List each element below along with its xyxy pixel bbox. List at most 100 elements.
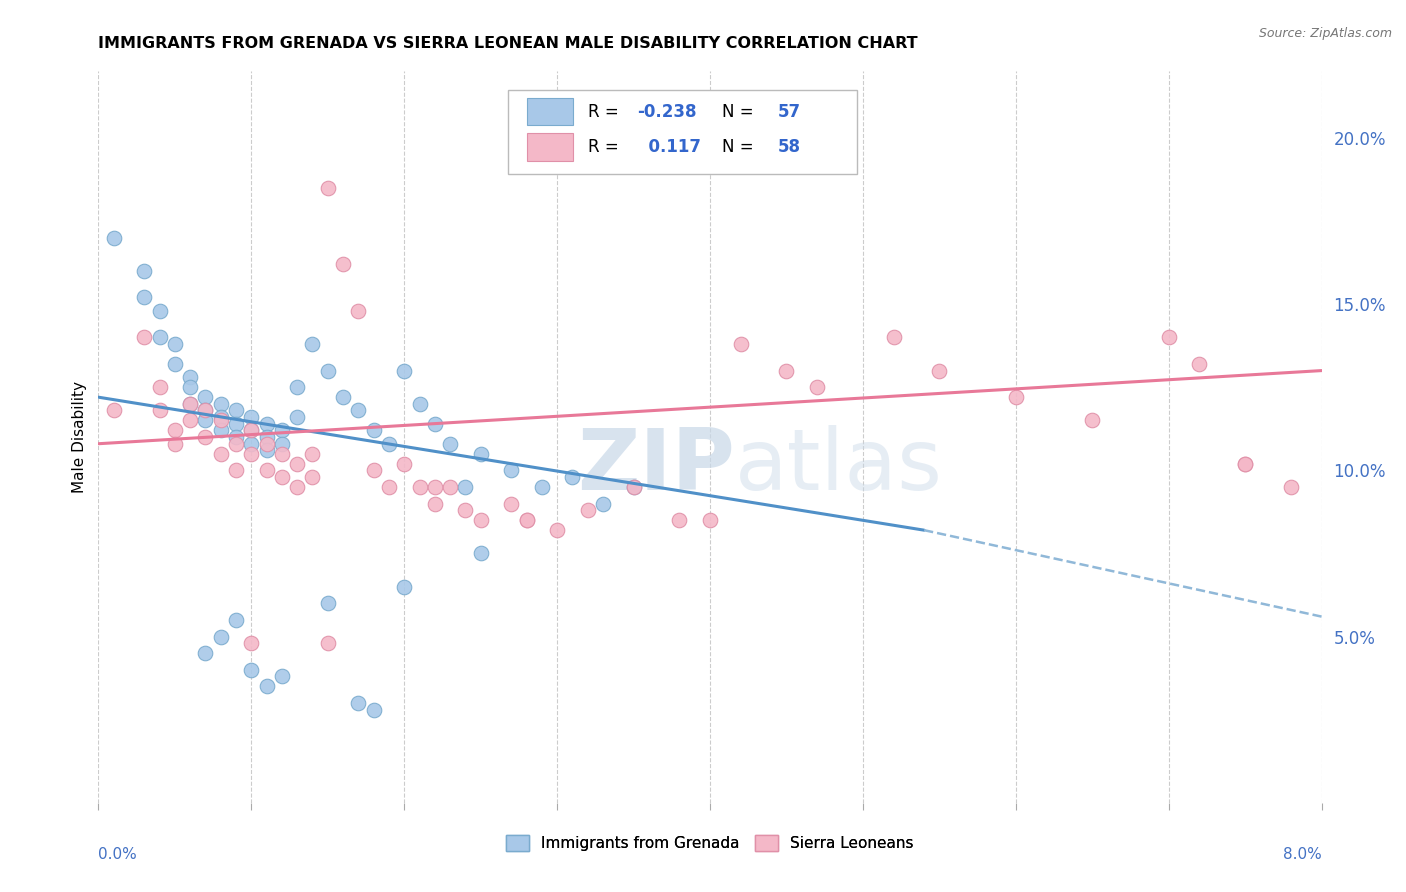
Point bbox=[240, 410, 263, 425]
Point bbox=[423, 480, 446, 494]
Point bbox=[179, 380, 201, 394]
Point bbox=[103, 230, 125, 244]
Text: atlas: atlas bbox=[734, 425, 942, 508]
Point bbox=[134, 290, 156, 304]
Point bbox=[209, 424, 232, 438]
Point bbox=[347, 303, 370, 318]
Text: 8.0%: 8.0% bbox=[1282, 847, 1322, 862]
Point bbox=[668, 513, 690, 527]
Point bbox=[316, 363, 339, 377]
Point bbox=[256, 463, 278, 477]
Point bbox=[347, 696, 370, 710]
Point bbox=[806, 380, 828, 394]
Text: 57: 57 bbox=[778, 103, 800, 120]
Point bbox=[149, 303, 172, 318]
Point bbox=[408, 480, 430, 494]
Point bbox=[179, 397, 201, 411]
Point bbox=[516, 513, 538, 527]
Point bbox=[1004, 390, 1026, 404]
Point bbox=[775, 363, 797, 377]
Point bbox=[240, 424, 263, 438]
Point bbox=[576, 503, 599, 517]
Point bbox=[501, 497, 523, 511]
Point bbox=[256, 436, 278, 450]
Point bbox=[363, 703, 385, 717]
Text: 0.117: 0.117 bbox=[637, 137, 700, 156]
Text: Source: ZipAtlas.com: Source: ZipAtlas.com bbox=[1258, 27, 1392, 40]
Text: 58: 58 bbox=[778, 137, 800, 156]
Text: R =: R = bbox=[588, 137, 624, 156]
Point bbox=[1279, 480, 1302, 494]
Point bbox=[225, 430, 247, 444]
Point bbox=[256, 430, 278, 444]
Point bbox=[225, 436, 247, 450]
Point bbox=[163, 424, 186, 438]
Point bbox=[103, 403, 125, 417]
Point bbox=[256, 680, 278, 694]
Point bbox=[240, 447, 263, 461]
Point bbox=[392, 363, 416, 377]
Point bbox=[163, 337, 186, 351]
Point bbox=[270, 470, 294, 484]
Point bbox=[194, 403, 217, 417]
Text: N =: N = bbox=[723, 137, 759, 156]
Point bbox=[316, 596, 339, 610]
Point bbox=[209, 413, 232, 427]
Point bbox=[378, 436, 401, 450]
Point bbox=[270, 424, 294, 438]
Point bbox=[301, 447, 323, 461]
Point bbox=[179, 370, 201, 384]
Point bbox=[730, 337, 752, 351]
Point bbox=[392, 457, 416, 471]
Point bbox=[179, 413, 201, 427]
Point bbox=[134, 330, 156, 344]
Y-axis label: Male Disability: Male Disability bbox=[72, 381, 87, 493]
Point bbox=[454, 503, 477, 517]
Point bbox=[516, 513, 538, 527]
Point bbox=[149, 330, 172, 344]
Text: N =: N = bbox=[723, 103, 759, 120]
Point bbox=[225, 403, 247, 417]
Point bbox=[378, 480, 401, 494]
Point bbox=[1081, 413, 1104, 427]
Point bbox=[1188, 357, 1211, 371]
Text: -0.238: -0.238 bbox=[637, 103, 696, 120]
Point bbox=[546, 523, 568, 537]
Point bbox=[423, 417, 446, 431]
FancyBboxPatch shape bbox=[508, 90, 856, 174]
Point bbox=[347, 403, 370, 417]
Point bbox=[194, 413, 217, 427]
Point bbox=[530, 480, 553, 494]
Point bbox=[225, 417, 247, 431]
Point bbox=[134, 264, 156, 278]
Point bbox=[592, 497, 614, 511]
Point bbox=[363, 424, 385, 438]
Point bbox=[149, 380, 172, 394]
Point bbox=[194, 403, 217, 417]
Point bbox=[209, 410, 232, 425]
Point bbox=[316, 180, 339, 194]
Point bbox=[209, 630, 232, 644]
Point bbox=[470, 546, 492, 560]
FancyBboxPatch shape bbox=[527, 133, 574, 161]
Point bbox=[256, 443, 278, 458]
Point bbox=[1234, 457, 1257, 471]
Point bbox=[470, 447, 492, 461]
Point bbox=[1234, 457, 1257, 471]
Text: IMMIGRANTS FROM GRENADA VS SIERRA LEONEAN MALE DISABILITY CORRELATION CHART: IMMIGRANTS FROM GRENADA VS SIERRA LEONEA… bbox=[98, 36, 918, 51]
Point bbox=[163, 357, 186, 371]
Point bbox=[392, 580, 416, 594]
Text: R =: R = bbox=[588, 103, 624, 120]
Point bbox=[194, 430, 217, 444]
Point bbox=[270, 436, 294, 450]
Point bbox=[240, 436, 263, 450]
Point bbox=[225, 613, 247, 627]
Point bbox=[363, 463, 385, 477]
Point bbox=[623, 480, 645, 494]
Point bbox=[454, 480, 477, 494]
Point bbox=[209, 447, 232, 461]
Point bbox=[316, 636, 339, 650]
Point bbox=[270, 669, 294, 683]
FancyBboxPatch shape bbox=[527, 98, 574, 126]
Point bbox=[285, 410, 308, 425]
